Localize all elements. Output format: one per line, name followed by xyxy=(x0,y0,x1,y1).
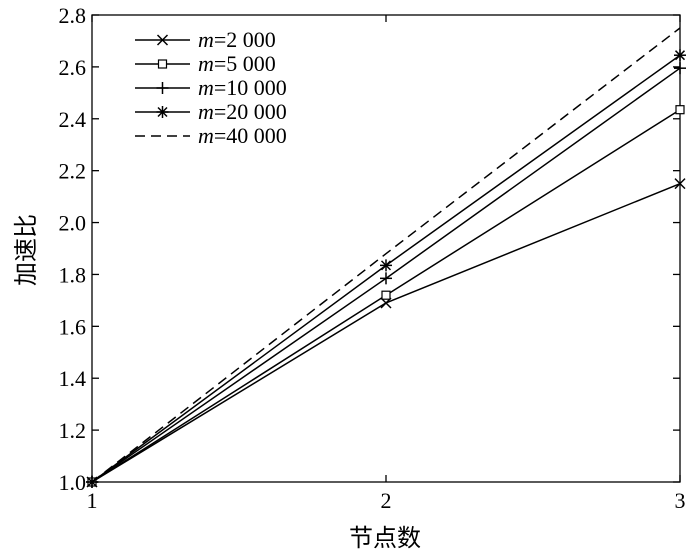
legend-label-var: m xyxy=(198,123,214,148)
star-marker-stroke xyxy=(380,260,392,271)
series-line xyxy=(91,182,681,483)
legend-label: m=2 000 xyxy=(198,27,276,52)
plot-border xyxy=(91,14,681,483)
legend-item-3: m=10 000 xyxy=(135,75,287,100)
y-tick-label: 1.8 xyxy=(59,262,87,287)
y-tick-label: 2.8 xyxy=(59,3,87,28)
legend-item-1: m=2 000 xyxy=(135,27,276,52)
square-marker xyxy=(675,105,685,115)
legend-label-var: m xyxy=(198,51,214,76)
series-layer xyxy=(86,27,686,488)
plot-frame xyxy=(91,14,681,483)
x-marker-stroke xyxy=(156,34,169,46)
square-marker xyxy=(157,59,168,69)
star-marker xyxy=(156,106,169,118)
star-marker xyxy=(674,49,686,62)
star-marker-stroke xyxy=(157,106,168,118)
legend-item-5: m=40 000 xyxy=(135,123,287,148)
x-tick-label: 1 xyxy=(87,488,98,513)
plus-marker xyxy=(674,62,686,75)
legend-label-var: m xyxy=(198,99,214,124)
x-axis-title: 节点数 xyxy=(349,524,421,552)
plus-marker xyxy=(380,272,392,285)
y-tick-label: 1.2 xyxy=(59,418,87,443)
star-marker xyxy=(380,259,392,272)
y-tick-label: 2.2 xyxy=(59,159,87,184)
x-marker xyxy=(674,178,686,190)
y-tick-label: 2.6 xyxy=(59,55,87,80)
x-tick-label: 3 xyxy=(675,488,686,513)
y-tick-label: 1.6 xyxy=(59,314,87,339)
x-marker-stroke xyxy=(674,178,686,190)
y-tick-label: 2.0 xyxy=(59,211,87,236)
legend-label-value: =40 000 xyxy=(214,123,287,148)
star-marker-stroke xyxy=(674,50,686,61)
y-tick-label: 1.0 xyxy=(59,470,87,495)
y-tick-label: 2.4 xyxy=(59,107,87,132)
series-5 xyxy=(91,27,681,483)
square-marker xyxy=(381,290,391,300)
legend-label-value: =2 000 xyxy=(214,27,276,52)
legend-label-var: m xyxy=(198,75,214,100)
legend-item-2: m=5 000 xyxy=(135,51,276,76)
legend-label-value: =5 000 xyxy=(214,51,276,76)
series-3 xyxy=(86,62,686,488)
legend-label: m=5 000 xyxy=(198,51,276,76)
legend-label: m=10 000 xyxy=(198,75,287,100)
legend-label: m=20 000 xyxy=(198,99,287,124)
series-line xyxy=(91,27,681,483)
series-1 xyxy=(86,178,686,488)
series-2 xyxy=(87,105,685,487)
legend-label-value: =10 000 xyxy=(214,75,287,100)
x-tick-label: 2 xyxy=(381,488,392,513)
legend-item-4: m=20 000 xyxy=(135,99,287,124)
plus-marker xyxy=(156,82,169,94)
y-axis-title: 加速比 xyxy=(12,214,40,286)
legend-label-var: m xyxy=(198,27,214,52)
legend-label: m=40 000 xyxy=(198,123,287,148)
series-4 xyxy=(86,49,686,488)
x-marker xyxy=(156,34,169,46)
y-axis: 1.0 1.2 1.4 1.6 1.8 2.0 2.2 2.4 2.6 2.8 xyxy=(59,3,680,495)
y-tick-label: 1.4 xyxy=(59,366,87,391)
legend-label-value: =20 000 xyxy=(214,99,287,124)
